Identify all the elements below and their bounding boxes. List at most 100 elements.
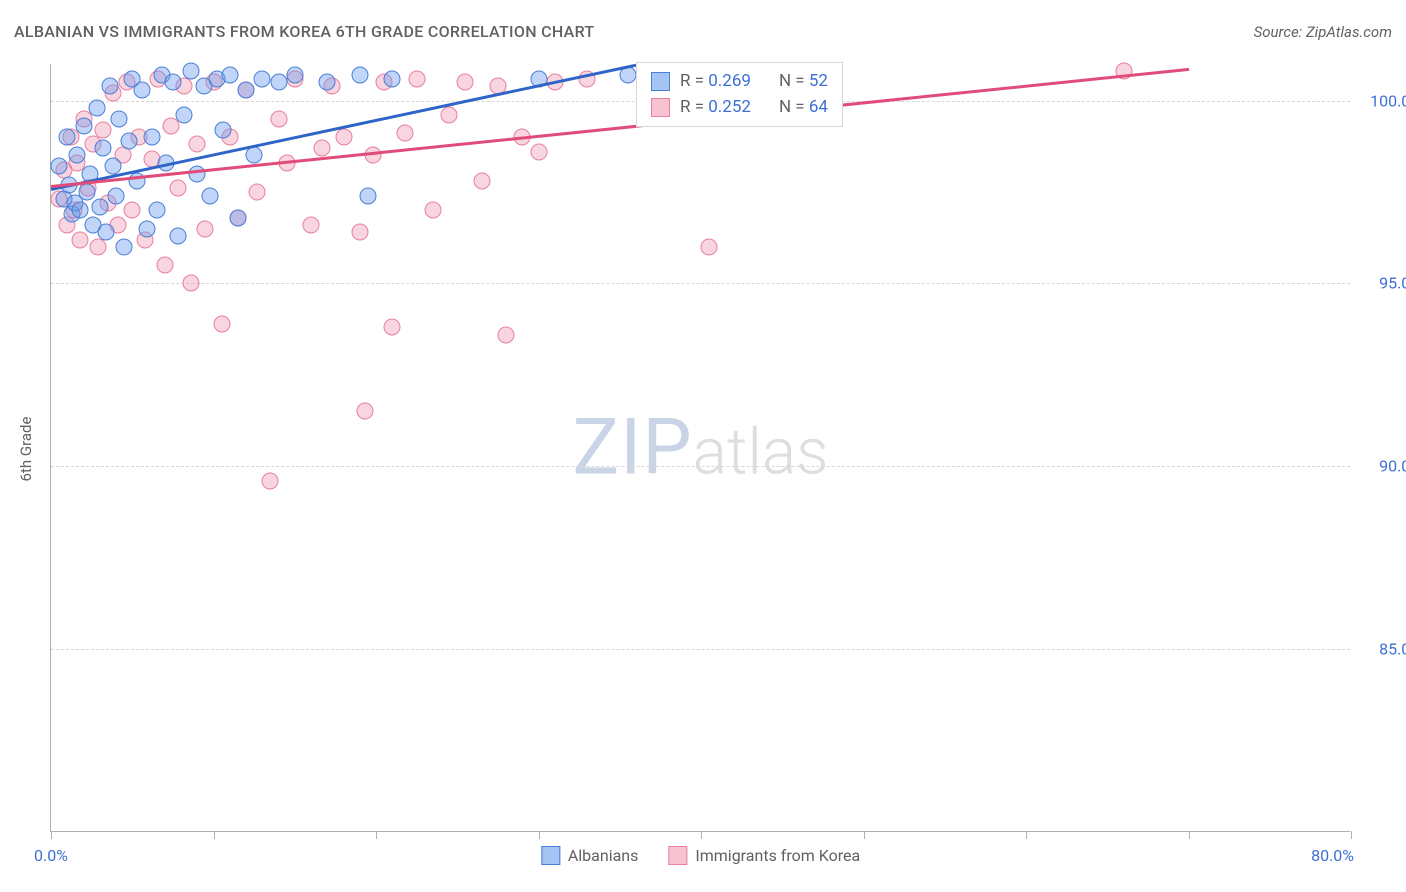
gridline <box>51 649 1350 650</box>
legend-item-albanians: Albanians <box>541 846 639 865</box>
scatter-point <box>384 70 401 87</box>
scatter-point <box>121 132 138 149</box>
legend-label: Albanians <box>568 846 639 865</box>
scatter-point <box>51 158 68 175</box>
scatter-point <box>384 319 401 336</box>
scatter-point <box>189 136 206 153</box>
scatter-point <box>138 220 155 237</box>
scatter-point <box>270 110 287 127</box>
scatter-point <box>270 74 287 91</box>
scatter-point <box>286 66 303 83</box>
legend-label: Immigrants from Korea <box>695 846 860 865</box>
scatter-point <box>473 173 490 190</box>
x-tick <box>864 831 865 839</box>
scatter-point <box>72 202 89 219</box>
scatter-point <box>213 315 230 332</box>
scatter-point <box>98 224 115 241</box>
plot-area: ZIPatlas Albanians Immigrants from Korea… <box>50 64 1350 832</box>
scatter-point <box>530 143 547 160</box>
scatter-point <box>229 209 246 226</box>
scatter-point <box>408 70 425 87</box>
scatter-point <box>254 70 271 87</box>
scatter-point <box>457 74 474 91</box>
gridline <box>51 283 1350 284</box>
scatter-point <box>78 184 95 201</box>
gridline <box>51 466 1350 467</box>
x-tick <box>1351 831 1352 839</box>
scatter-point <box>221 66 238 83</box>
swatch-icon <box>651 98 670 117</box>
scatter-point <box>69 147 86 164</box>
scatter-point <box>441 107 458 124</box>
scatter-point <box>59 129 76 146</box>
scatter-point <box>319 74 336 91</box>
legend-swatch-blue <box>541 846 560 865</box>
scatter-point <box>335 129 352 146</box>
legend-swatch-pink <box>668 846 687 865</box>
scatter-point <box>169 180 186 197</box>
scatter-point <box>303 216 320 233</box>
scatter-point <box>134 81 151 98</box>
scatter-point <box>356 403 373 420</box>
x-tick <box>376 831 377 839</box>
correlation-row: R = 0.252 N = 64 <box>651 94 828 120</box>
n-label: N = 52 <box>779 68 828 94</box>
source-label: Source: ZipAtlas.com <box>1254 23 1392 41</box>
scatter-point <box>249 184 266 201</box>
header: ALBANIAN VS IMMIGRANTS FROM KOREA 6TH GR… <box>14 22 1392 41</box>
scatter-point <box>116 238 133 255</box>
scatter-point <box>156 257 173 274</box>
scatter-point <box>90 238 107 255</box>
scatter-point <box>238 81 255 98</box>
scatter-point <box>246 147 263 164</box>
correlation-box: R = 0.269 N = 52 R = 0.252 N = 64 <box>636 62 843 127</box>
scatter-point <box>262 472 279 489</box>
correlation-row: R = 0.269 N = 52 <box>651 68 828 94</box>
y-tick-label: 85.0% <box>1358 640 1406 659</box>
scatter-point <box>182 275 199 292</box>
watermark-zip: ZIP <box>572 402 692 493</box>
r-label: R = 0.269 <box>680 68 751 94</box>
scatter-point <box>176 107 193 124</box>
scatter-point <box>314 140 331 157</box>
x-tick <box>539 831 540 839</box>
scatter-point <box>359 187 376 204</box>
n-label: N = 64 <box>779 94 828 120</box>
x-tick <box>1189 831 1190 839</box>
swatch-icon <box>651 72 670 91</box>
scatter-point <box>104 158 121 175</box>
scatter-point <box>91 198 108 215</box>
chart-container: ALBANIAN VS IMMIGRANTS FROM KOREA 6TH GR… <box>0 0 1406 892</box>
scatter-point <box>202 187 219 204</box>
scatter-point <box>143 129 160 146</box>
scatter-point <box>72 231 89 248</box>
scatter-point <box>215 121 232 138</box>
scatter-point <box>364 147 381 164</box>
x-tick <box>701 831 702 839</box>
scatter-point <box>124 202 141 219</box>
scatter-point <box>197 220 214 237</box>
y-tick-label: 95.0% <box>1358 274 1406 293</box>
scatter-point <box>75 118 92 135</box>
scatter-point <box>182 63 199 80</box>
chart-title: ALBANIAN VS IMMIGRANTS FROM KOREA 6TH GR… <box>14 22 594 41</box>
x-tick <box>1026 831 1027 839</box>
scatter-point <box>189 165 206 182</box>
scatter-point <box>148 202 165 219</box>
x-tick-label-end: 80.0% <box>1311 846 1354 865</box>
scatter-point <box>95 140 112 157</box>
y-tick-label: 100.0% <box>1358 91 1406 110</box>
y-tick-label: 90.0% <box>1358 457 1406 476</box>
watermark-atlas: atlas <box>693 414 829 489</box>
r-label: R = 0.252 <box>680 94 751 120</box>
scatter-point <box>108 187 125 204</box>
scatter-point <box>397 125 414 142</box>
scatter-point <box>111 110 128 127</box>
scatter-point <box>351 224 368 241</box>
y-axis-label: 6th Grade <box>17 417 35 482</box>
scatter-point <box>424 202 441 219</box>
scatter-point <box>88 99 105 116</box>
x-tick-label-start: 0.0% <box>34 846 68 865</box>
scatter-point <box>164 74 181 91</box>
scatter-point <box>101 77 118 94</box>
